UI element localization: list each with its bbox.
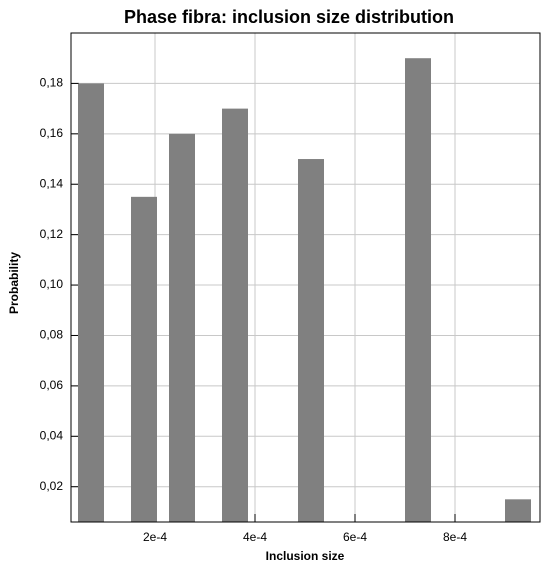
bar bbox=[298, 159, 324, 522]
bar bbox=[505, 499, 531, 522]
y-axis-label: Probability bbox=[7, 252, 21, 314]
y-tick-label: 0,04 bbox=[40, 428, 64, 442]
y-tick-label: 0,08 bbox=[40, 328, 64, 342]
chart-title: Phase fibra: inclusion size distribution bbox=[124, 7, 454, 27]
y-tick-label: 0,10 bbox=[40, 277, 64, 291]
x-tick-label: 4e-4 bbox=[243, 530, 267, 544]
y-tick-label: 0,06 bbox=[40, 378, 64, 392]
bar bbox=[78, 83, 104, 523]
bar bbox=[405, 58, 431, 523]
y-tick-label: 0,18 bbox=[40, 76, 64, 90]
plot-frame bbox=[70, 32, 541, 523]
y-tick-label: 0,02 bbox=[40, 479, 64, 493]
y-tick-label: 0,12 bbox=[40, 227, 64, 241]
bar bbox=[169, 133, 195, 522]
x-tick-label: 2e-4 bbox=[143, 530, 167, 544]
bar bbox=[222, 108, 248, 522]
y-tick-label: 0,16 bbox=[40, 126, 64, 140]
x-tick-label: 6e-4 bbox=[343, 530, 367, 544]
x-tick-label: 8e-4 bbox=[443, 530, 467, 544]
x-axis-label: Inclusion size bbox=[266, 549, 345, 563]
y-tick-label: 0,14 bbox=[40, 176, 64, 190]
bar bbox=[131, 196, 157, 522]
